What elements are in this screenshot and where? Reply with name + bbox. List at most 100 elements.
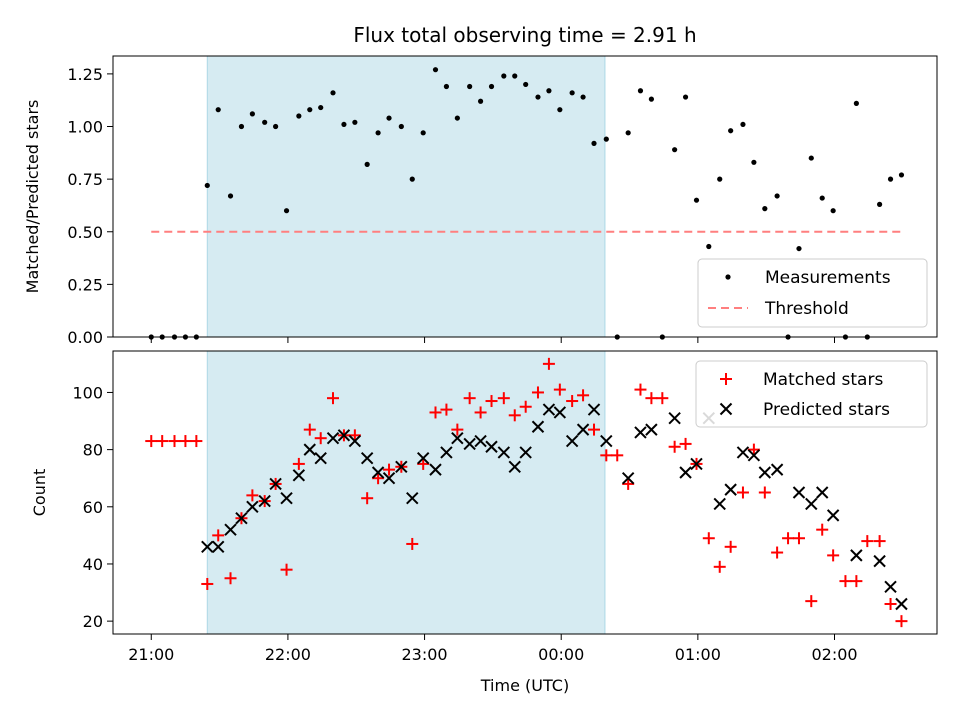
- measurement-point: [706, 243, 712, 250]
- matched-star-point: [895, 615, 908, 628]
- top-axes-frame: [112, 55, 938, 338]
- measurement-point: [877, 201, 883, 207]
- measurement-point: [853, 100, 859, 106]
- legend-predicted-label: Predicted stars: [763, 400, 890, 420]
- predicted-star-point: [576, 423, 590, 436]
- bottom-x-tick-label: 01:00: [675, 645, 721, 664]
- top-y-tick-label: 0.75: [67, 170, 103, 189]
- matched-star-point: [542, 357, 555, 370]
- predicted-star-point: [371, 466, 385, 479]
- measurement-point: [762, 206, 768, 212]
- measurement-point: [523, 81, 529, 88]
- predicted-star-point: [429, 463, 442, 476]
- measurement-point: [637, 88, 644, 94]
- matched-star-point: [348, 429, 361, 442]
- matched-star-point: [679, 437, 692, 450]
- measurement-point: [341, 121, 347, 128]
- matched-star-point: [429, 406, 442, 419]
- bottom-x-tick-label: 23:00: [402, 645, 448, 664]
- matched-star-point: [577, 389, 590, 402]
- matched-star-point: [713, 560, 726, 573]
- bottom-y-tick-label: 80: [83, 441, 103, 460]
- top-legend: Measurements Threshold: [697, 258, 928, 328]
- bottom-y-tick-label: 40: [83, 555, 103, 574]
- measurement-point: [557, 107, 563, 113]
- measurement-point: [262, 119, 268, 125]
- matched-star-point: [383, 463, 396, 476]
- predicted-star-point: [679, 466, 692, 479]
- matched-star-point: [440, 403, 453, 416]
- bottom-x-tick-label: 21:00: [128, 645, 174, 664]
- bottom-shaded-region: [206, 350, 606, 635]
- bottom-x-ticks: 21:00 22:00 23:00 00:00 01:00 02:00: [128, 634, 858, 664]
- predicted-star-point: [805, 497, 818, 511]
- matched-star-point: [792, 532, 805, 545]
- matched-star-point: [622, 477, 635, 490]
- measurement-point: [443, 83, 450, 90]
- measurement-point: [477, 98, 484, 104]
- measurement-point: [409, 176, 415, 182]
- matched-star-point: [451, 423, 464, 436]
- measurement-point: [307, 107, 313, 113]
- matched-star-point: [668, 440, 681, 453]
- predicted-star-point: [668, 411, 681, 425]
- measurement-point: [693, 197, 700, 203]
- matched-star-point: [553, 383, 566, 396]
- predicted-star-point: [292, 469, 306, 482]
- matched-star-point: [212, 529, 225, 542]
- top-y-tick-label: 0.50: [67, 223, 103, 242]
- measurement-point: [796, 245, 802, 252]
- matched-star-point: [850, 575, 863, 588]
- predicted-star-point: [621, 471, 635, 485]
- measurement-point: [728, 128, 734, 134]
- matched-star-point: [884, 597, 897, 610]
- predicted-star-point: [474, 434, 487, 448]
- measurement-point: [603, 136, 609, 142]
- predicted-star-point: [587, 403, 601, 416]
- measurement-point: [238, 123, 245, 130]
- matched-star-point: [805, 595, 818, 608]
- predicted-star-point: [553, 406, 567, 419]
- predicted-star-point: [235, 512, 248, 525]
- matched-star-point: [600, 449, 613, 462]
- predicted-star-point: [531, 420, 545, 433]
- matched-star-point: [645, 392, 658, 405]
- measurement-point: [580, 94, 586, 100]
- measurement-point: [398, 123, 404, 130]
- measurement-point: [672, 147, 678, 153]
- predicted-star-point: [485, 440, 498, 453]
- top-y-tick-label: 1.25: [67, 65, 103, 84]
- matched-star-point: [474, 406, 487, 419]
- measurement-point: [386, 115, 392, 121]
- bottom-axes-frame: [112, 350, 938, 635]
- measurement-point: [740, 121, 746, 128]
- predicted-star-point: [280, 492, 293, 505]
- matched-star-point: [280, 563, 293, 576]
- predicted-star-point: [451, 431, 464, 445]
- measurement-point: [420, 130, 426, 136]
- top-panel: 0.00 0.25 0.50 0.75 1.00 1.25 Flux total obse…: [23, 23, 938, 347]
- predicted-star-point: [792, 486, 806, 499]
- measurement-point: [273, 123, 279, 130]
- measurement-point: [830, 208, 836, 214]
- matched-star-point: [588, 423, 601, 436]
- matched-star-point: [314, 432, 327, 445]
- measurement-point: [454, 115, 460, 121]
- legend-matched-marker: [720, 373, 732, 385]
- measurement-point: [808, 155, 814, 161]
- predicted-star-point: [269, 477, 282, 491]
- bottom-y-ticks: 20 40 60 80 100: [72, 383, 113, 631]
- matched-star-point: [361, 492, 374, 505]
- measurement-point: [204, 182, 210, 189]
- matched-star-point: [861, 535, 874, 548]
- top-y-tick-label: 0.00: [67, 328, 103, 347]
- top-x-ticks: [150, 337, 836, 343]
- predicted-star-point: [724, 483, 737, 496]
- top-y-axis-label: Matched/Predicted stars: [23, 100, 42, 294]
- predicted-star-point: [201, 540, 214, 554]
- chart-title: Flux total observing time = 2.91 h: [353, 23, 696, 47]
- legend-threshold-label: Threshold: [764, 299, 849, 319]
- bottom-legend: Matched stars Predicted stars: [695, 360, 928, 428]
- predicted-star-points: [201, 403, 908, 611]
- matched-star-point: [771, 546, 784, 559]
